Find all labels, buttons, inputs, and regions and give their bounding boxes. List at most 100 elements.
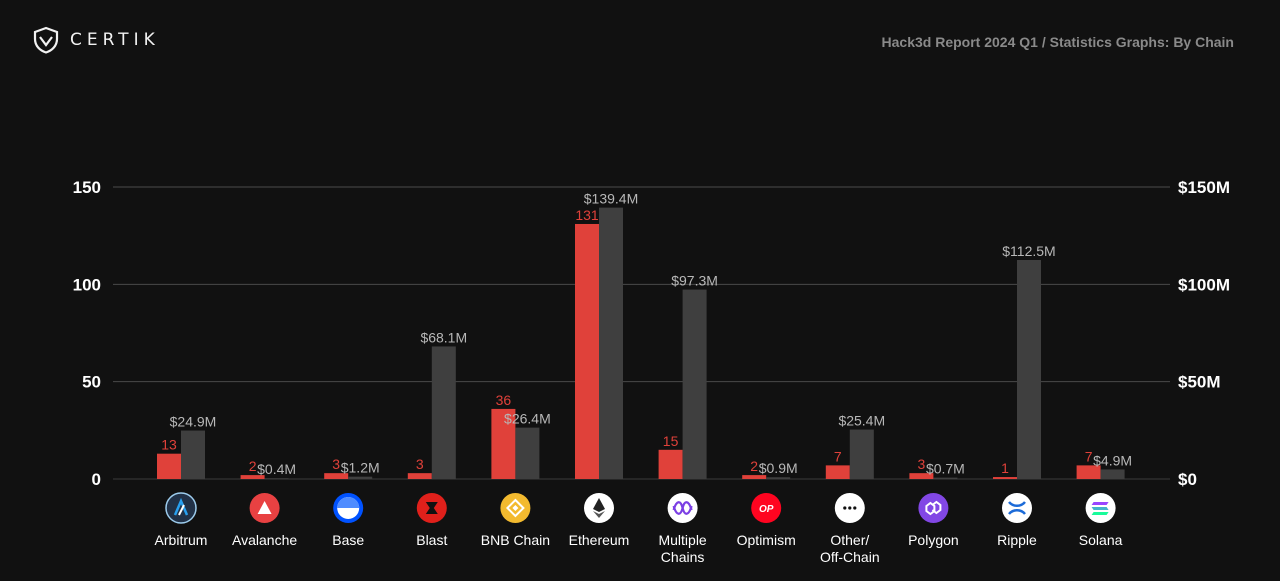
category-label: Blast (416, 532, 447, 548)
losses-bar (682, 289, 707, 479)
incidents-data-label: 3 (416, 456, 424, 472)
category-label: Optimism (737, 532, 796, 548)
category-label: BNB Chain (481, 532, 550, 548)
losses-data-label: $1.2M (341, 460, 380, 476)
incidents-bar (825, 465, 850, 479)
polygon-icon (918, 493, 949, 523)
left-tick-label: 150 (73, 178, 101, 197)
incidents-bar (324, 473, 349, 479)
incidents-bar (240, 475, 265, 479)
icon-shape (1008, 501, 1026, 507)
right-tick-label: $0 (1178, 470, 1197, 489)
incidents-bar (993, 477, 1017, 479)
category-label: Other/ (830, 532, 869, 548)
incidents-bar (407, 473, 432, 479)
ripple-icon (1002, 493, 1032, 523)
icon-shape (178, 504, 185, 516)
category-label: Chains (661, 549, 705, 565)
icon-dot (843, 506, 847, 510)
incidents-data-label: 7 (1085, 448, 1093, 464)
losses-bar (1100, 469, 1125, 479)
incidents-data-label: 3 (332, 456, 340, 472)
right-tick-label: $150M (1178, 178, 1230, 197)
icon-shape (512, 505, 519, 511)
icon-shape (931, 500, 942, 515)
losses-data-label: $0.7M (926, 461, 965, 477)
losses-bar (181, 430, 205, 479)
incidents-data-label: 15 (663, 433, 679, 449)
right-tick-label: $100M (1178, 275, 1230, 294)
incidents-data-label: 2 (750, 458, 758, 474)
losses-bar (348, 476, 373, 479)
shield-logo-icon (33, 26, 59, 54)
losses-data-label: $68.1M (420, 329, 467, 345)
incidents-data-label: 7 (834, 448, 842, 464)
base-icon (333, 493, 364, 523)
incidents-data-label: 13 (161, 437, 177, 453)
icon-circle (1002, 493, 1032, 523)
losses-bar (849, 429, 874, 479)
losses-bar (933, 477, 958, 479)
multiple-chains-icon (667, 493, 698, 523)
icon-shape (173, 497, 189, 516)
incidents-data-label: 2 (249, 458, 257, 474)
category-label: Multiple (658, 532, 706, 548)
losses-data-label: $26.4M (504, 411, 551, 427)
category-label: Arbitrum (155, 532, 208, 548)
category-label: Ripple (997, 532, 1037, 548)
icon-shape (505, 498, 525, 518)
right-tick-label: $50M (1178, 373, 1221, 392)
category-label: Base (332, 532, 364, 548)
left-tick-label: 0 (92, 470, 101, 489)
losses-data-label: $97.3M (671, 273, 718, 289)
icon-dot (848, 506, 852, 510)
category-label: Ethereum (569, 532, 630, 548)
losses-data-label: $25.4M (838, 413, 885, 429)
incidents-bar (1076, 465, 1101, 479)
icon-circle (165, 492, 197, 524)
losses-data-label: $24.9M (170, 414, 217, 430)
icon-shape (1091, 502, 1109, 505)
section-name: Statistics Graphs: By Chain (1049, 34, 1234, 50)
brand-name: CERTIK (70, 30, 160, 50)
category-label: Solana (1079, 532, 1123, 548)
icon-shape (1091, 507, 1109, 510)
other-icon (834, 493, 865, 523)
losses-data-label: $0.4M (257, 461, 296, 477)
ethereum-icon (584, 493, 614, 523)
losses-bar (1017, 260, 1041, 479)
losses-data-label: $112.5M (1002, 243, 1055, 259)
losses-bar (766, 477, 791, 479)
icon-text: OP (759, 504, 774, 515)
arbitrum-icon (165, 492, 197, 524)
losses-data-label: $0.9M (759, 460, 798, 476)
certik-logo: CERTIK (32, 26, 160, 54)
losses-bar (431, 346, 456, 479)
icon-circle (751, 493, 782, 523)
icon-shape (1091, 512, 1109, 515)
blast-icon (416, 493, 447, 523)
losses-data-label: $139.4M (584, 191, 638, 207)
icon-shape (1008, 509, 1026, 515)
avalanche-icon (249, 493, 280, 523)
incidents-data-label: 1 (1001, 460, 1009, 476)
icon-shape (593, 511, 605, 518)
losses-bar (599, 207, 623, 479)
incidents-data-label: 3 (918, 456, 926, 472)
incidents-bar (575, 223, 599, 479)
incidents-data-label: 36 (496, 392, 512, 408)
page-title: Hack3d Report 2024 Q1 / Statistics Graph… (882, 34, 1234, 50)
losses-bar (264, 478, 289, 479)
icon-shape (672, 501, 693, 515)
bnb-chain-icon (500, 493, 531, 523)
icon-shape (425, 502, 438, 514)
solana-icon (1085, 493, 1116, 523)
icon-shape (593, 498, 605, 512)
losses-data-label: $4.9M (1093, 452, 1132, 468)
incidents-bar (658, 449, 683, 479)
incidents-data-label: 131 (575, 207, 599, 223)
incidents-bar (157, 453, 181, 479)
icon-shape (257, 501, 272, 514)
icon-dot (853, 506, 857, 510)
